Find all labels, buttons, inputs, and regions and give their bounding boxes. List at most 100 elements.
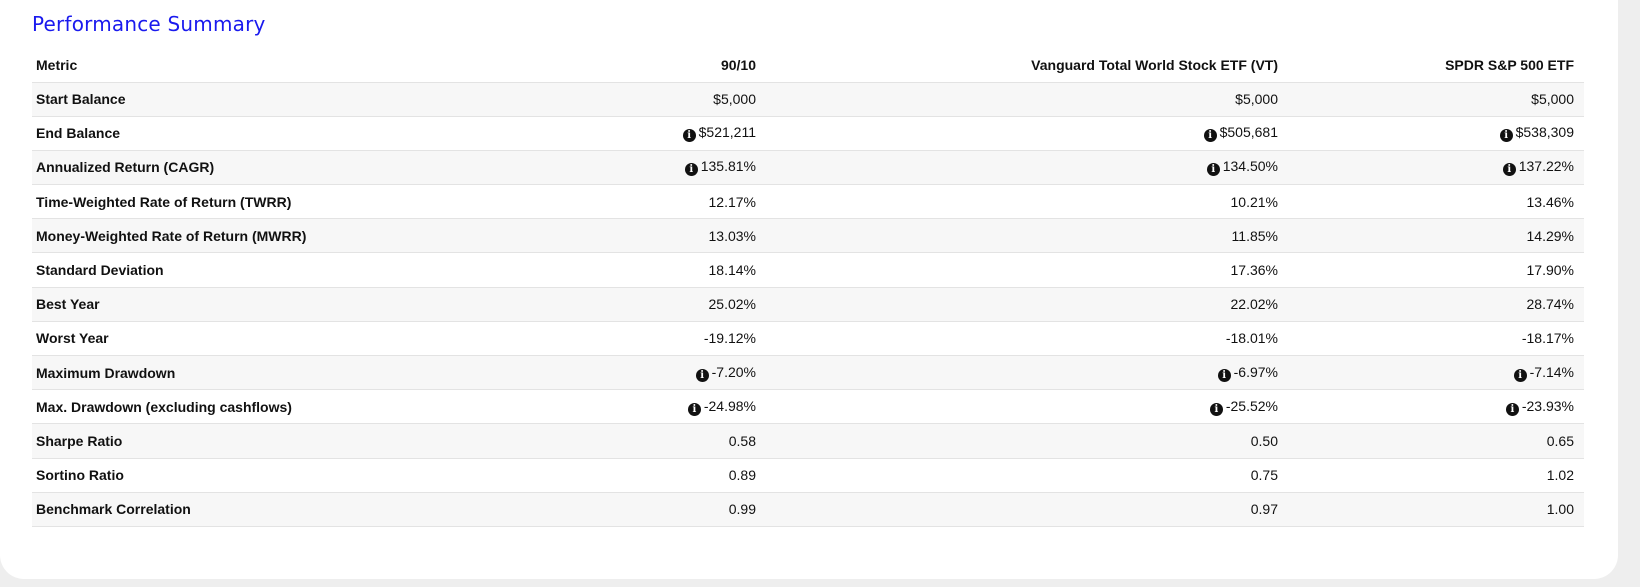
metric-value-cell: 17.90% <box>1288 252 1584 288</box>
metric-value: 10.21% <box>1230 193 1278 210</box>
table-body: Start Balance $5,000 $5,000 $5,000 End Balan… <box>32 82 1584 527</box>
metric-value: 17.90% <box>1526 262 1574 279</box>
metric-label: Money-Weighted Rate of Return (MWRR) <box>32 218 412 254</box>
column-header-portfolio-90-10: 90/10 <box>412 48 766 83</box>
metric-value-cell: 1.00 <box>1288 492 1584 527</box>
metric-value-cell: -18.17% <box>1288 321 1584 357</box>
metric-value-cell: i -25.52% <box>766 389 1288 425</box>
table-row: Annualized Return (CAGR) i 135.81% i 134.50%… <box>32 150 1584 186</box>
metric-value: 14.29% <box>1526 227 1574 244</box>
metric-value-cell: i -7.20% <box>412 355 766 391</box>
metric-value: $505,681 <box>1219 124 1278 141</box>
table-row: Time-Weighted Rate of Return (TWRR) 12.17… <box>32 184 1584 220</box>
metric-value-cell: 18.14% <box>412 252 766 288</box>
metric-value: $521,211 <box>698 124 756 141</box>
metric-value: 0.65 <box>1546 432 1574 449</box>
metric-label: End Balance <box>32 116 412 151</box>
metric-value-cell: 28.74% <box>1288 287 1584 322</box>
metric-label: Sharpe Ratio <box>32 423 412 459</box>
metric-value-cell: i $505,681 <box>766 116 1288 151</box>
metric-value-cell: 0.89 <box>412 458 766 493</box>
info-circle-icon[interactable]: i <box>1505 402 1519 416</box>
metric-label: Best Year <box>32 287 412 322</box>
metric-value-cell: 13.03% <box>412 218 766 254</box>
metric-value-cell: i -23.93% <box>1288 389 1584 425</box>
metric-label: Annualized Return (CAGR) <box>32 150 412 186</box>
metric-value-cell: $5,000 <box>1288 82 1584 117</box>
info-circle-icon[interactable]: i <box>1513 368 1527 382</box>
metric-value-cell: i 134.50% <box>766 150 1288 186</box>
metric-value-cell: 0.65 <box>1288 423 1584 459</box>
metric-value: $5,000 <box>1235 91 1278 108</box>
metric-value: -19.12% <box>703 330 756 347</box>
metric-value-cell: 14.29% <box>1288 218 1584 254</box>
metric-value-cell: i -24.98% <box>412 389 766 425</box>
metric-value: 0.50 <box>1250 432 1278 449</box>
table-row: Maximum Drawdown i -7.20% i -6.97% i -7.14% <box>32 355 1584 391</box>
metric-value: 1.00 <box>1546 501 1574 518</box>
metric-value: 0.89 <box>728 467 756 484</box>
table-row: Best Year 25.02% 22.02% 28.74% <box>32 287 1584 322</box>
info-circle-icon[interactable]: i <box>687 402 701 416</box>
info-circle-icon[interactable]: i <box>684 163 698 177</box>
metric-value: 12.17% <box>708 193 756 210</box>
info-circle-icon[interactable]: i <box>1502 163 1516 177</box>
metric-label: Standard Deviation <box>32 252 412 288</box>
column-header-vt: Vanguard Total World Stock ETF (VT) <box>766 48 1288 83</box>
metric-value: 25.02% <box>708 296 756 313</box>
metric-value: $5,000 <box>713 91 756 108</box>
metric-value-cell: -18.01% <box>766 321 1288 357</box>
metric-value-cell: i 137.22% <box>1288 150 1584 186</box>
info-circle-icon[interactable]: i <box>1499 129 1513 143</box>
metric-value-cell: 22.02% <box>766 287 1288 322</box>
table-row: End Balance i $521,211 i $505,681 i $538,309 <box>32 116 1584 151</box>
metric-value: 17.36% <box>1230 262 1278 279</box>
metric-value: -7.14% <box>1529 363 1574 380</box>
metric-value: 134.50% <box>1222 158 1278 175</box>
table-row: Worst Year -19.12% -18.01% -18.17% <box>32 321 1584 357</box>
metric-value-cell: 0.58 <box>412 423 766 459</box>
metric-value-cell: $5,000 <box>412 82 766 117</box>
section-title: Performance Summary <box>32 12 266 36</box>
metric-value-cell: 11.85% <box>766 218 1288 254</box>
metric-value: -18.17% <box>1521 330 1574 347</box>
info-circle-icon[interactable]: i <box>1206 163 1220 177</box>
metric-label: Benchmark Correlation <box>32 492 412 527</box>
metric-value-cell: 17.36% <box>766 252 1288 288</box>
metric-value-cell: 25.02% <box>412 287 766 322</box>
metric-value-cell: -19.12% <box>412 321 766 357</box>
metric-value: 1.02 <box>1546 467 1574 484</box>
metric-value: 18.14% <box>708 262 756 279</box>
metric-value: -7.20% <box>711 363 756 380</box>
metric-value: 28.74% <box>1526 296 1574 313</box>
info-circle-icon[interactable]: i <box>1217 368 1231 382</box>
table-row: Max. Drawdown (excluding cashflows) i -24.… <box>32 389 1584 425</box>
info-circle-icon[interactable]: i <box>695 368 709 382</box>
metric-value: 13.46% <box>1526 193 1574 210</box>
info-circle-icon[interactable]: i <box>682 129 696 143</box>
metric-value-cell: i $538,309 <box>1288 116 1584 151</box>
table-row: Standard Deviation 18.14% 17.36% 17.90% <box>32 252 1584 288</box>
metric-value-cell: i $521,211 <box>412 116 766 151</box>
table-row: Sortino Ratio 0.89 0.75 1.02 <box>32 458 1584 493</box>
metric-label: Maximum Drawdown <box>32 355 412 391</box>
metric-value-cell: 10.21% <box>766 184 1288 220</box>
metric-value: -6.97% <box>1233 363 1278 380</box>
metric-value: 135.81% <box>700 158 756 175</box>
metric-label: Max. Drawdown (excluding cashflows) <box>32 389 412 425</box>
table-row: Sharpe Ratio 0.58 0.50 0.65 <box>32 423 1584 459</box>
metric-value: -24.98% <box>703 397 756 414</box>
info-circle-icon[interactable]: i <box>1203 129 1217 143</box>
column-header-spy: SPDR S&P 500 ETF <box>1288 48 1584 83</box>
metric-value: 137.22% <box>1518 158 1574 175</box>
column-header-metric: Metric <box>32 48 412 83</box>
metric-value-cell: 0.97 <box>766 492 1288 527</box>
metric-value: 13.03% <box>708 227 756 244</box>
metric-value-cell: 0.99 <box>412 492 766 527</box>
metric-value: 0.99 <box>728 501 756 518</box>
metric-value-cell: 0.50 <box>766 423 1288 459</box>
info-circle-icon[interactable]: i <box>1209 402 1223 416</box>
table-row: Benchmark Correlation 0.99 0.97 1.00 <box>32 492 1584 527</box>
metric-value: -18.01% <box>1225 330 1278 347</box>
performance-summary-table: Metric 90/10 Vanguard Total World Stock … <box>32 48 1584 527</box>
